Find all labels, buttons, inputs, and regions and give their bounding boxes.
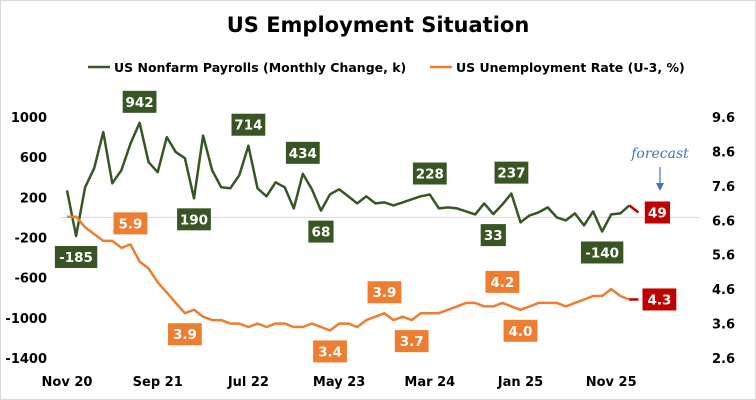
y-right-tick-label: 7.6 xyxy=(712,180,735,195)
forecast-data-label: 49 xyxy=(644,201,671,224)
x-tick-label: Sep 21 xyxy=(133,375,183,390)
svg-text:68: 68 xyxy=(312,225,331,241)
svg-text:5.9: 5.9 xyxy=(119,216,143,232)
svg-text:4.0: 4.0 xyxy=(509,324,533,340)
data-label: 714 xyxy=(231,113,266,136)
svg-text:237: 237 xyxy=(497,166,525,182)
forecast-segment xyxy=(628,204,640,214)
svg-text:4.2: 4.2 xyxy=(490,275,514,291)
legend-label-unemployment: US Unemployment Rate (U-3, %) xyxy=(456,60,685,75)
data-label: 228 xyxy=(412,162,447,185)
data-label: 3.9 xyxy=(367,281,402,304)
svg-text:3.7: 3.7 xyxy=(400,334,424,350)
svg-text:-185: -185 xyxy=(59,250,93,266)
data-label: 942 xyxy=(122,90,157,113)
y-left-tick-label: 1000 xyxy=(11,111,47,126)
y-right-tick-label: 2.6 xyxy=(712,352,735,367)
data-label: 190 xyxy=(177,208,211,231)
unemployment-line xyxy=(67,215,630,332)
svg-text:190: 190 xyxy=(180,212,208,228)
svg-text:3.9: 3.9 xyxy=(372,285,396,301)
y-left-tick-label: -200 xyxy=(14,232,47,247)
y-right-tick-label: 3.6 xyxy=(712,318,735,333)
x-tick-label: Nov 20 xyxy=(42,375,93,390)
svg-text:942: 942 xyxy=(125,95,153,111)
svg-text:-140: -140 xyxy=(585,245,619,261)
data-label: 3.7 xyxy=(394,330,429,353)
y-left-tick-label: -1400 xyxy=(5,352,47,367)
forecast-annotation: forecast xyxy=(630,146,689,162)
forecast-arrow-icon xyxy=(656,167,664,191)
y-right-tick-label: 5.6 xyxy=(712,249,735,264)
y-left-tick-label: -1000 xyxy=(5,312,47,327)
data-label: 33 xyxy=(480,224,506,247)
svg-text:3.4: 3.4 xyxy=(318,344,342,360)
data-label: -185 xyxy=(54,245,98,268)
y-left-tick-label: 200 xyxy=(20,191,47,206)
svg-text:434: 434 xyxy=(289,146,317,162)
y-right-tick-label: 6.6 xyxy=(712,214,735,229)
svg-text:4.3: 4.3 xyxy=(647,292,671,308)
svg-text:3.9: 3.9 xyxy=(173,327,197,343)
data-label: 3.4 xyxy=(313,340,347,363)
x-tick-label: Jul 22 xyxy=(227,375,269,390)
legend: US Nonfarm Payrolls (Monthly Change, k) … xyxy=(88,60,685,75)
svg-text:49: 49 xyxy=(648,205,667,221)
svg-text:228: 228 xyxy=(416,167,444,183)
x-tick-label: Mar 24 xyxy=(404,375,455,390)
data-label: 5.9 xyxy=(113,212,148,235)
y-right-tick-label: 9.6 xyxy=(712,111,735,126)
payrolls-line xyxy=(65,121,631,238)
y-left-tick-label: 600 xyxy=(20,151,47,166)
x-tick-label: May 23 xyxy=(313,375,365,390)
data-label: 4.0 xyxy=(503,319,538,342)
y-right-tick-label: 4.6 xyxy=(712,283,735,298)
x-tick-label: Jan 25 xyxy=(497,375,543,390)
data-label: 68 xyxy=(308,220,334,243)
y-right-tick-label: 8.6 xyxy=(712,145,735,160)
y-left-tick-label: -600 xyxy=(14,272,47,287)
forecast-data-label: 4.3 xyxy=(642,288,677,311)
legend-label-payrolls: US Nonfarm Payrolls (Monthly Change, k) xyxy=(114,60,406,75)
x-tick-label: Nov 25 xyxy=(586,375,637,390)
data-label: 4.2 xyxy=(485,270,520,293)
data-label: 3.9 xyxy=(168,323,202,346)
data-label: -140 xyxy=(580,241,624,264)
data-label: 237 xyxy=(494,161,529,184)
chart-title: US Employment Situation xyxy=(227,13,530,37)
svg-text:714: 714 xyxy=(234,118,262,134)
data-label: 434 xyxy=(285,141,320,164)
svg-text:33: 33 xyxy=(484,228,503,244)
